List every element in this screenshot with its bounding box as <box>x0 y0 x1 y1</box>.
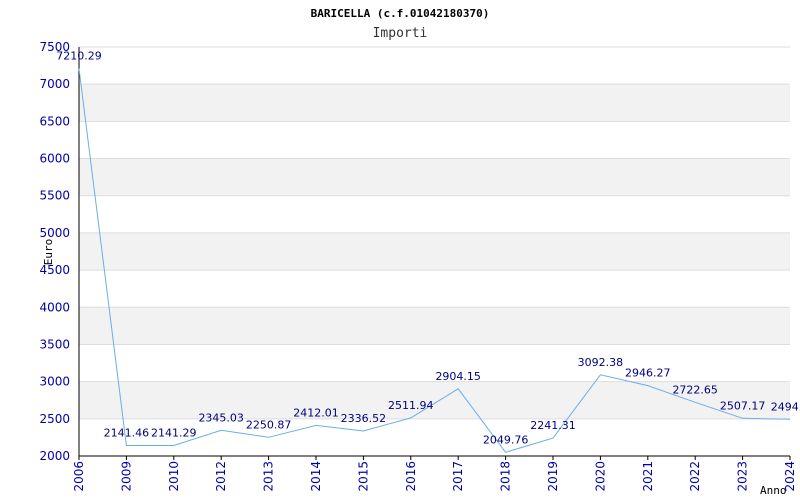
data-label: 2412.01 <box>293 406 339 419</box>
data-label: 2049.76 <box>483 433 529 446</box>
y-tick-label: 2000 <box>39 449 70 463</box>
y-tick-label: 6500 <box>39 114 70 128</box>
x-tick-label: 2009 <box>119 461 133 492</box>
data-label: 2494.0 <box>771 400 800 413</box>
y-axis-label: Euro <box>42 239 55 266</box>
x-tick-label: 2024 <box>783 461 797 492</box>
data-label: 3092.38 <box>578 356 624 369</box>
plot-band <box>79 381 790 419</box>
data-label: 2336.52 <box>341 412 387 425</box>
x-tick-label: 2021 <box>641 461 655 492</box>
data-label: 2904.15 <box>435 370 481 383</box>
x-tick-label: 2013 <box>262 461 276 492</box>
data-label: 2250.87 <box>246 418 292 431</box>
data-label: 2141.29 <box>151 426 197 439</box>
grid-lines <box>79 46 790 457</box>
x-tick-label: 2016 <box>404 461 418 492</box>
data-label: 2141.46 <box>104 426 150 439</box>
y-tick-label: 3500 <box>39 337 70 351</box>
data-label: 2722.65 <box>672 383 718 396</box>
y-tick-label: 7000 <box>39 77 70 91</box>
y-tick-label: 4000 <box>39 300 70 314</box>
x-tick-label: 2023 <box>736 461 750 492</box>
plot-bands <box>79 84 790 419</box>
y-tick-label: 7500 <box>39 40 70 54</box>
series-line <box>78 68 791 453</box>
data-label: 2946.27 <box>625 367 671 380</box>
plot-band <box>79 232 790 271</box>
x-tick-label: 2012 <box>214 461 228 492</box>
x-axis-label: Anno <box>760 484 787 497</box>
x-tick-label: 2020 <box>593 461 607 492</box>
x-tick-label: 2022 <box>688 461 702 492</box>
plot-band <box>79 158 790 196</box>
data-label: 2507.17 <box>720 399 766 412</box>
y-tick-labels: 2000 2500 3000 3500 4000 4500 5000 5500 6000 6500… <box>39 40 70 463</box>
y-tick-label: 5500 <box>39 189 70 203</box>
y-tick-label: 2500 <box>39 412 70 426</box>
y-tick-label: 4500 <box>39 263 70 277</box>
plot-band <box>79 307 790 345</box>
data-label: 7210.29 <box>56 50 102 63</box>
series-group <box>78 68 791 453</box>
y-tick-label: 6000 <box>39 152 70 166</box>
data-label: 2241.31 <box>530 419 576 432</box>
chart-subtitle: Importi <box>373 26 428 41</box>
axes <box>78 47 791 460</box>
y-tick-label: 3000 <box>39 375 70 389</box>
x-tick-label: 2010 <box>167 461 181 492</box>
plot-band <box>79 84 790 122</box>
x-tick-label: 2017 <box>451 461 465 492</box>
data-label: 2511.94 <box>388 399 434 412</box>
chart-title: BARICELLA (c.f.01042180370) <box>311 7 490 20</box>
data-labels: 7210.29 2141.46 2141.292345.032250.872412.… <box>56 50 800 447</box>
x-tick-label: 2018 <box>499 461 513 492</box>
y-tick-label: 5000 <box>39 226 70 240</box>
x-tick-label: 2019 <box>546 461 560 492</box>
data-label: 2345.03 <box>198 411 244 424</box>
x-tick-label: 2015 <box>356 461 370 492</box>
x-tick-labels: 2006 2009 2010 2012 2013 2014 2015 2016 2017 2018… <box>72 461 797 492</box>
x-tick-label: 2014 <box>309 461 323 492</box>
x-tick-label: 2006 <box>72 461 86 492</box>
